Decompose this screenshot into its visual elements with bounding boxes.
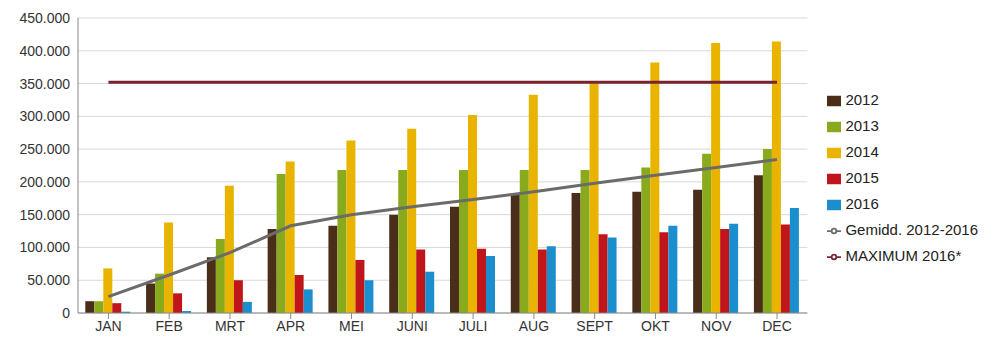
svg-text:JULI: JULI xyxy=(459,318,488,334)
html-text:2014: 2014 xyxy=(845,143,879,160)
svg-text:FEB: FEB xyxy=(156,318,183,334)
svg-text:0: 0 xyxy=(62,305,70,321)
svg-text:350.000: 350.000 xyxy=(19,76,70,92)
svg-text:200.000: 200.000 xyxy=(19,174,70,190)
svg-text:APR: APR xyxy=(276,318,305,334)
svg-text:250.000: 250.000 xyxy=(19,141,70,157)
html-text:2013: 2013 xyxy=(845,117,879,134)
svg-text:400.000: 400.000 xyxy=(19,43,70,59)
svg-text:300.000: 300.000 xyxy=(19,108,70,124)
svg-text:50.000: 50.000 xyxy=(27,272,70,288)
svg-text:450.000: 450.000 xyxy=(19,10,70,26)
html-text:2012: 2012 xyxy=(845,91,879,108)
svg-text:OKT: OKT xyxy=(641,318,670,334)
html-text:2016: 2016 xyxy=(845,195,879,212)
svg-text:150.000: 150.000 xyxy=(19,207,70,223)
svg-text:JUNI: JUNI xyxy=(397,318,428,334)
html-text:MAXIMUM 2016*: MAXIMUM 2016* xyxy=(845,247,962,264)
svg-text:SEPT: SEPT xyxy=(576,318,613,334)
html-text:Gemidd. 2012-2016: Gemidd. 2012-2016 xyxy=(845,221,978,238)
svg-text:NOV: NOV xyxy=(701,318,732,334)
svg-text:DEC: DEC xyxy=(762,318,792,334)
svg-text:MRT: MRT xyxy=(215,318,246,334)
html-text:2015: 2015 xyxy=(845,169,879,186)
svg-text:100.000: 100.000 xyxy=(19,239,70,255)
svg-text:JAN: JAN xyxy=(95,318,121,334)
svg-text:MEI: MEI xyxy=(339,318,364,334)
svg-text:AUG: AUG xyxy=(519,318,549,334)
